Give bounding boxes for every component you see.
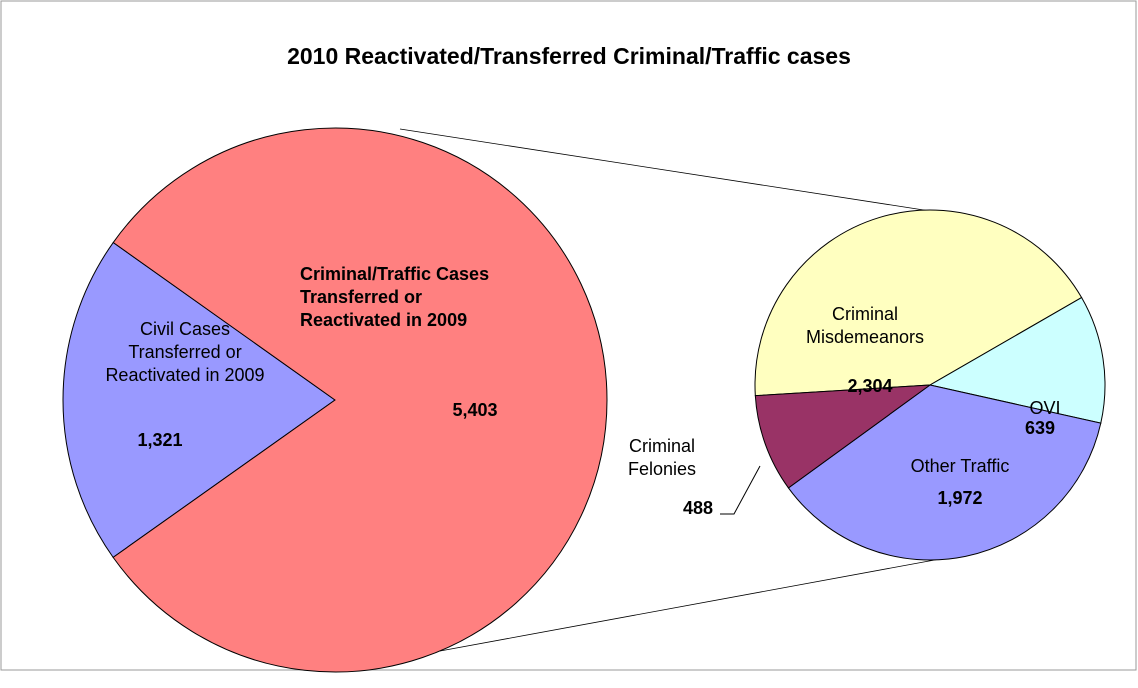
slice-label: Other Traffic: [911, 456, 1010, 476]
chart-title: 2010 Reactivated/Transferred Criminal/Tr…: [287, 43, 851, 69]
slice-label: Criminal Misdemeanors: [806, 304, 924, 347]
slice-label: Criminal Felonies: [628, 436, 696, 479]
pie-slice: [787, 384, 1102, 561]
value-label: 488: [683, 498, 713, 518]
value-label: 2,304: [847, 376, 892, 396]
connector-line: [439, 558, 941, 652]
value-label: 639: [1025, 418, 1055, 438]
value-label: 5,403: [452, 400, 497, 420]
pie-slice: [754, 209, 1083, 397]
slice-label: Criminal/Traffic Cases Transferred or Reac…: [300, 264, 489, 330]
leader-line: [720, 465, 761, 515]
value-label: 1,321: [137, 430, 182, 450]
pie-slice: [62, 241, 336, 559]
pie-slice: [112, 127, 608, 673]
connector-line: [399, 128, 931, 212]
pie-slice: [754, 384, 932, 489]
value-label: 1,972: [937, 488, 982, 508]
slice-label: Civil Cases Transferred or Reactivated in …: [105, 319, 264, 385]
pie-slice: [928, 296, 1106, 424]
slice-label: OVI: [1029, 398, 1060, 418]
